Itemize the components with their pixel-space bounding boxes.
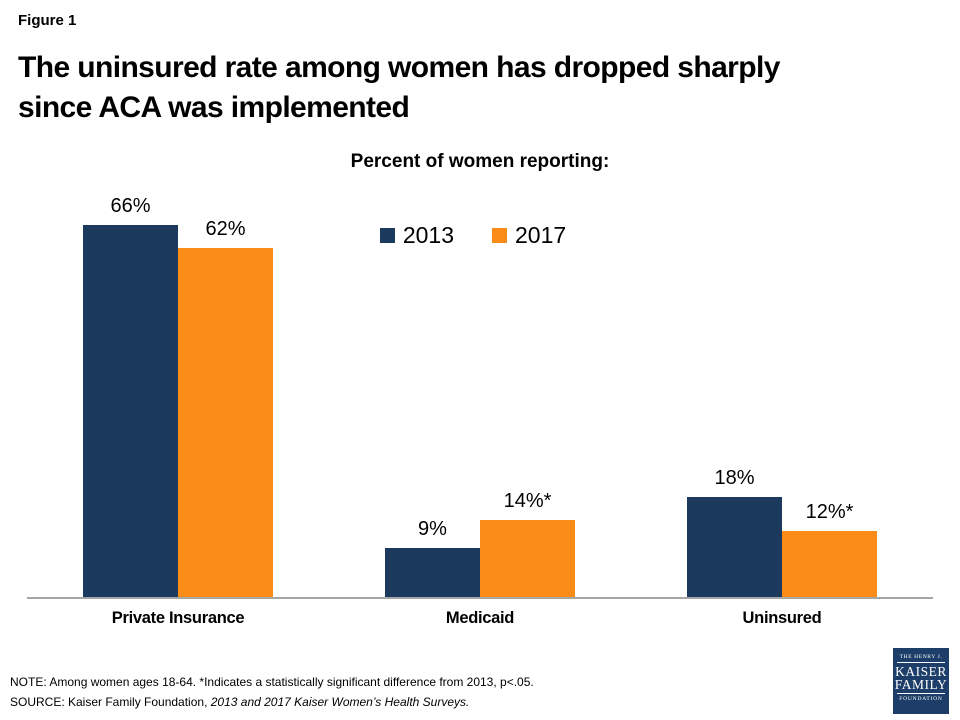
logo-text-foundation: FOUNDATION [899, 696, 943, 702]
bar-value-label-2017-medicaid: 14%* [503, 490, 552, 512]
bar-value-label-2017-private-insurance: 62% [205, 218, 246, 240]
bar-group-uninsured: 18% 12%* [687, 185, 877, 599]
bar-value-label-2013-private-insurance: 66% [110, 195, 151, 217]
source-prefix: SOURCE: Kaiser Family Foundation, [10, 695, 211, 709]
bar-chart: 66% 62% 9% 14%* 18% 12%* [27, 185, 933, 599]
category-axis-labels: Private Insurance Medicaid Uninsured [27, 609, 933, 628]
bar-wrap-2013-uninsured: 18% [687, 185, 782, 599]
bar-wrap-2017-private-insurance: 62% [178, 185, 273, 599]
category-label-private-insurance: Private Insurance [111, 609, 245, 627]
bar-wrap-2017-medicaid: 14%* [480, 185, 575, 599]
bar-value-label-2013-medicaid: 9% [418, 518, 447, 540]
figure-label: Figure 1 [18, 12, 77, 29]
logo-text-top: THE HENRY J. [899, 654, 943, 660]
logo-rule-top [897, 662, 945, 663]
bar-wrap-2017-uninsured: 12%* [782, 185, 877, 599]
note-line: NOTE: Among women ages 18-64. *Indicates… [10, 675, 534, 689]
legend-item-2017: 2017 [492, 222, 566, 249]
bar-2013-medicaid [385, 548, 480, 599]
bar-2013-uninsured [687, 497, 782, 599]
chart-subtitle: Percent of women reporting: [350, 151, 610, 172]
title-line-1: The uninsured rate among women has dropp… [18, 51, 780, 84]
page-title: The uninsured rate among women has dropp… [18, 48, 948, 128]
logo-text-family: FAMILY [894, 677, 948, 692]
legend-label-2017: 2017 [515, 222, 567, 248]
bar-2013-private-insurance [83, 225, 178, 599]
bar-2017-medicaid [480, 520, 575, 599]
legend-item-2013: 2013 [379, 222, 454, 249]
source-citation: 2013 and 2017 Kaiser Women’s Health Surv… [210, 695, 470, 709]
chart-legend: 2013 2017 [0, 222, 946, 249]
bar-group-medicaid: 9% 14%* [385, 185, 575, 599]
bar-wrap-2013-medicaid: 9% [385, 185, 480, 599]
bar-group-private-insurance: 66% 62% [83, 185, 273, 599]
title-line-2: since ACA was implemented [18, 91, 410, 124]
source-line: SOURCE: Kaiser Family Foundation, 2013 a… [10, 692, 870, 712]
logo-rule-bottom [897, 693, 945, 694]
kff-logo: THE HENRY J. KAISER FAMILY FOUNDATION [893, 648, 949, 714]
footnotes: NOTE: Among women ages 18-64. *Indicates… [10, 672, 870, 712]
logo-text-kaiser: KAISER [895, 664, 947, 679]
bar-wrap-2013-private-insurance: 66% [83, 185, 178, 599]
legend-swatch-2013 [379, 228, 395, 243]
x-axis-line [27, 597, 933, 599]
category-label-medicaid: Medicaid [445, 609, 515, 627]
legend-swatch-2017 [492, 228, 507, 243]
bar-value-label-2013-uninsured: 18% [714, 467, 755, 489]
legend-label-2013: 2013 [402, 222, 454, 248]
category-label-uninsured: Uninsured [742, 609, 822, 627]
bar-2017-private-insurance [178, 248, 273, 599]
bar-2017-uninsured [782, 531, 877, 599]
bar-value-label-2017-uninsured: 12%* [805, 501, 854, 523]
